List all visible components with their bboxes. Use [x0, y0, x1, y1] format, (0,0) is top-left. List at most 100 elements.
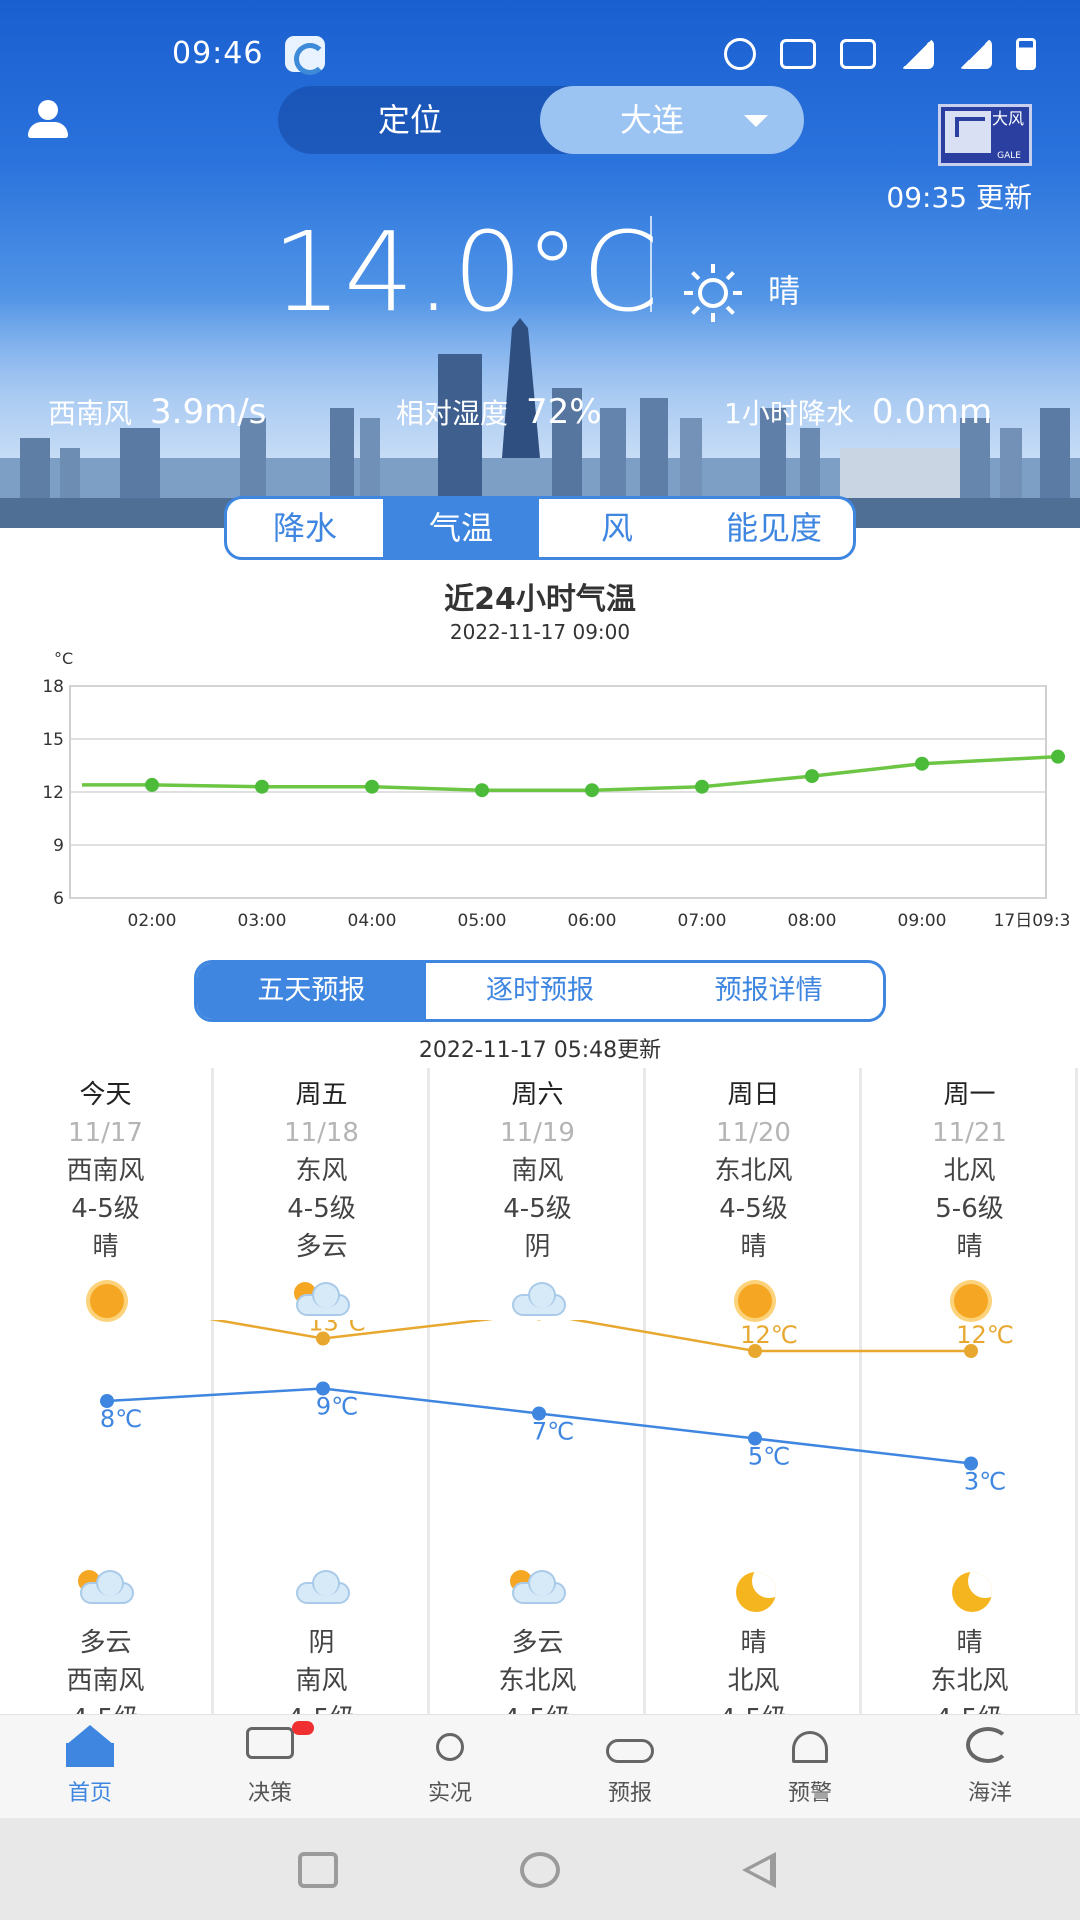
nav-decision[interactable]: 决策 — [180, 1715, 360, 1819]
tab-details[interactable]: 预报详情 — [714, 975, 823, 1006]
high-temp-point — [748, 1344, 762, 1358]
signal-icon — [900, 39, 934, 69]
gale-cn-label: 大风 — [991, 109, 1024, 128]
day-wind: 北风 — [943, 1156, 996, 1186]
tab-wind[interactable]: 风 — [600, 509, 633, 547]
y-tick-label: 15 — [42, 730, 64, 750]
update-time: 09:35 更新 — [886, 181, 1032, 214]
sun-outline-icon — [436, 1733, 464, 1761]
temperature-series-line — [82, 754, 1059, 792]
tab-temperature[interactable]: 气温 — [383, 499, 539, 557]
data-point — [695, 779, 709, 794]
day-name: 周六 — [511, 1080, 564, 1110]
x-tick-label: 03:00 — [238, 911, 287, 931]
home-button[interactable] — [520, 1852, 560, 1888]
cloud-icon — [508, 1280, 568, 1322]
city-selector[interactable]: 大连 — [540, 86, 804, 154]
location-switch: 定位 大连 — [278, 86, 804, 154]
forecast-update-time: 2022-11-17 05:48更新 — [418, 1038, 662, 1063]
gale-warning-badge[interactable]: 大风 GALE — [938, 104, 1032, 166]
temperature-trend-chart: 16℃13℃15℃12℃12℃8℃9℃7℃5℃3℃ — [100, 1320, 1014, 1496]
current-temperature: 14.0°C — [272, 208, 661, 336]
low-temp-point — [100, 1394, 114, 1408]
obs-wind-value: 3.9m/s — [150, 392, 267, 432]
data-point — [145, 777, 159, 792]
temperature-chart: °C 18 15 12 9 6 02:00 03:00 04:00 05:00 06:00 07:00… — [42, 649, 1070, 931]
night-forecast: 多云西南风4-5级 — [0, 1568, 211, 1738]
volte-icon — [840, 39, 876, 69]
nav-decision-label: 决策 — [247, 1781, 292, 1806]
day-weather: 晴 — [92, 1232, 119, 1262]
divider — [650, 216, 652, 312]
night-wind: 南风 — [295, 1666, 348, 1696]
x-tick-label: 09:00 — [898, 911, 947, 931]
user-icon[interactable] — [26, 100, 70, 140]
app-notification-icon — [285, 36, 326, 75]
sun-icon — [940, 1280, 1000, 1322]
night-weather: 晴 — [740, 1628, 767, 1658]
low-temp-point — [748, 1431, 762, 1446]
back-button[interactable] — [742, 1852, 776, 1888]
nav-home-label: 首页 — [67, 1781, 112, 1806]
day-wind: 西南风 — [66, 1156, 145, 1186]
nav-warning[interactable]: 预警 — [720, 1715, 900, 1819]
nav-forecast[interactable]: 预报 — [540, 1715, 720, 1819]
sun-icon — [724, 1280, 784, 1322]
day-date: 11/20 — [716, 1118, 791, 1148]
obs-rain-label: 1小时降水 — [724, 397, 854, 430]
tab-precipitation[interactable]: 降水 — [272, 509, 337, 547]
tab-visibility[interactable]: 能见度 — [725, 509, 822, 547]
nav-ocean[interactable]: 海洋 — [900, 1715, 1080, 1819]
x-tick-label: 05:00 — [458, 911, 507, 931]
ocean-icon — [966, 1727, 1010, 1763]
status-bar: 09:46 — [0, 30, 1080, 80]
day-wind: 南风 — [511, 1156, 564, 1186]
day-wind-level: 4-5级 — [503, 1194, 572, 1224]
day-wind-level: 4-5级 — [719, 1194, 788, 1224]
y-tick-label: 18 — [42, 677, 64, 697]
low-temp-label: 9℃ — [316, 1393, 358, 1421]
recents-button[interactable] — [298, 1852, 338, 1888]
4g-signal-icon — [958, 39, 992, 69]
nav-home[interactable]: 首页 — [0, 1715, 180, 1819]
notification-badge — [292, 1721, 314, 1735]
element-tabs: 降水 气温 风 能见度 — [224, 496, 856, 560]
data-point — [585, 783, 599, 798]
partly-cloudy-icon — [76, 1568, 136, 1610]
day-wind: 东北风 — [714, 1156, 793, 1186]
header: 09:46 定位 大连 大风 GALE 09:35 更新 14.0°C 晴 — [0, 0, 1080, 528]
moon-icon — [940, 1568, 1000, 1612]
x-tick-label: 04:00 — [348, 911, 397, 931]
night-weather: 多云 — [79, 1628, 132, 1658]
locate-tab[interactable]: 定位 — [377, 101, 442, 139]
day-date: 11/21 — [932, 1118, 1007, 1148]
tab-five-day[interactable]: 五天预报 — [197, 963, 426, 1019]
night-wind: 北风 — [727, 1666, 780, 1696]
day-name: 周五 — [295, 1080, 348, 1110]
nfc-icon — [780, 39, 816, 69]
tab-hourly[interactable]: 逐时预报 — [486, 975, 594, 1006]
gale-en-label: GALE — [997, 151, 1021, 161]
nav-live[interactable]: 实况 — [360, 1715, 540, 1819]
low-temp-point — [316, 1381, 330, 1396]
night-wind: 东北风 — [930, 1666, 1009, 1696]
day-weather: 晴 — [956, 1232, 983, 1262]
day-date: 11/17 — [68, 1118, 143, 1148]
low-temp-label: 3℃ — [964, 1468, 1006, 1496]
high-temp-label: 12℃ — [740, 1321, 798, 1349]
night-weather: 阴 — [308, 1628, 335, 1658]
system-nav-bar — [0, 1818, 1080, 1920]
low-temp-label: 5℃ — [748, 1443, 790, 1471]
forecast-tabs: 五天预报 逐时预报 预报详情 — [194, 960, 886, 1022]
flag-icon — [945, 111, 991, 153]
high-temp-label: 12℃ — [956, 1321, 1014, 1349]
message-icon — [246, 1727, 294, 1759]
alarm-icon — [724, 38, 756, 70]
data-point — [915, 756, 929, 771]
night-weather: 晴 — [956, 1628, 983, 1658]
bottom-nav: 首页 决策 实况 预报 预警 海洋 — [0, 1714, 1080, 1818]
nav-ocean-label: 海洋 — [967, 1781, 1012, 1806]
data-point — [255, 779, 269, 794]
nav-live-label: 实况 — [427, 1781, 472, 1806]
